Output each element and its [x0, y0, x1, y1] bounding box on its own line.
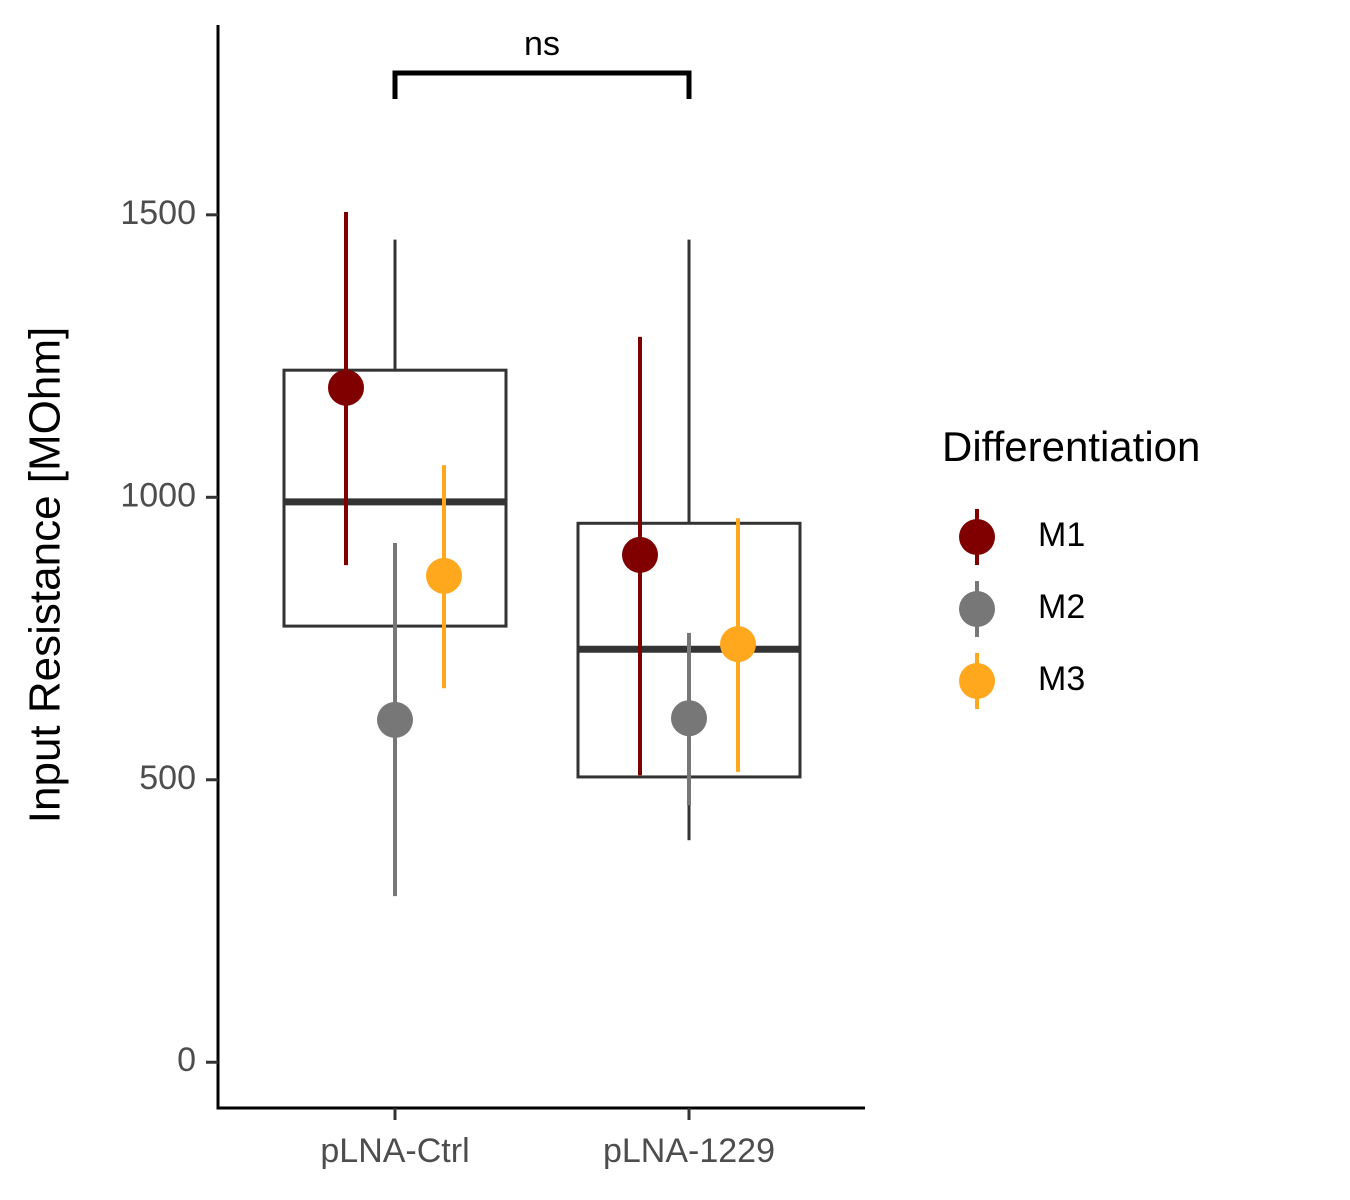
x-tick-label: pLNA-Ctrl: [320, 1132, 469, 1170]
y-tick-label: 1500: [120, 194, 196, 232]
legend-marker: [959, 663, 995, 699]
point: [426, 557, 462, 594]
y-tick-label: 500: [139, 759, 196, 797]
legend-marker: [959, 591, 995, 627]
legend-label: M2: [1038, 588, 1085, 626]
y-tick-label: 1000: [120, 476, 196, 514]
point: [377, 701, 413, 738]
point: [328, 369, 364, 406]
point: [720, 626, 756, 663]
legend-marker: [959, 519, 995, 555]
significance-label: ns: [524, 25, 560, 63]
legend-label: M3: [1038, 660, 1085, 698]
legend-title: Differentiation: [942, 423, 1200, 470]
x-tick-label: pLNA-1229: [603, 1132, 775, 1170]
significance-bracket: [392, 70, 692, 99]
point: [671, 700, 707, 737]
point: [622, 536, 658, 573]
y-tick-label: 0: [177, 1041, 196, 1079]
y-axis-title: Input Resistance [MOhm]: [21, 327, 70, 823]
legend-label: M1: [1038, 516, 1085, 554]
